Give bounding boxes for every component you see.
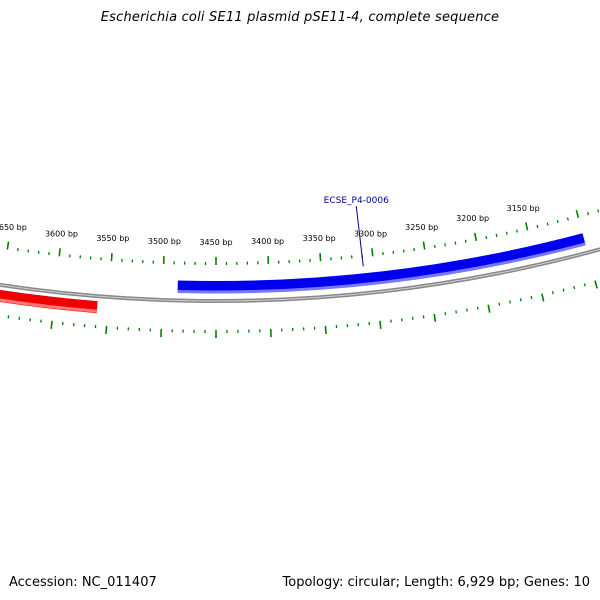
backbone-highlight [0,248,600,302]
major-tick [525,222,529,231]
minor-tick [516,229,518,233]
minor-tick [551,291,554,295]
minor-tick [583,283,586,287]
forward-gene-shade [177,242,586,294]
minor-tick [454,241,457,245]
tick-label: 3150 bp [507,204,540,213]
gene-label: ECSE_P4-0006 [324,196,389,206]
major-tick [541,293,545,302]
tick-label: 3500 bp [148,237,181,246]
tick-label: 3300 bp [354,229,387,238]
tick-label: 3200 bp [456,214,489,223]
minor-tick [509,300,511,304]
tick-labels: 3150 bp 3200 bp 3250 bp 3300 bp 3350 bp 3400 … [0,204,540,247]
minor-tick [566,217,569,221]
minor-tick [573,285,576,290]
major-tick [324,325,327,334]
map-title: Escherichia coli SE11 plasmid pSE11-4, c… [100,10,500,25]
major-tick [433,313,437,322]
minor-tick [597,209,600,213]
minor-tick [536,224,539,229]
major-tick [594,280,598,289]
tick-label: 3250 bp [405,223,438,232]
tick-label: 3550 bp [96,234,129,243]
summary-text: Topology: circular; Length: 6,929 bp; Ge… [282,575,590,590]
minor-tick [466,308,468,312]
minor-tick [519,298,522,302]
major-tick [379,320,382,329]
reverse-gene-arc [0,289,98,314]
tick-label: 3650 bp [0,223,27,232]
minor-tick [587,212,590,216]
major-tick [105,325,108,334]
major-tick [50,320,53,329]
minor-tick [485,235,488,240]
genes [0,233,586,314]
major-tick [371,248,374,257]
gene-labels: ECSE_P4-0006 [324,196,389,267]
minor-tick [546,222,549,226]
minor-tick [530,295,533,300]
minor-tick [556,219,559,224]
backbone [0,247,600,303]
tick-marks [6,209,600,338]
major-tick [58,248,61,257]
forward-gene-arc [177,233,586,293]
minor-tick [464,239,467,243]
minor-tick [495,233,498,237]
minor-tick [505,231,508,235]
reverse-gene-shade [0,298,97,313]
major-tick [110,253,113,262]
tick-label: 3400 bp [251,237,284,246]
accession-text: Accession: NC_011407 [9,575,157,590]
tick-label: 3350 bp [303,234,336,243]
major-tick [422,241,426,250]
minor-tick [562,288,565,292]
minor-tick [498,302,501,306]
major-tick [575,209,580,219]
major-tick [487,304,491,313]
tick-label: 3600 bp [45,229,78,238]
minor-tick [476,306,479,310]
tick-label: 3450 bp [199,238,232,247]
major-tick [6,241,10,250]
gene-label-leader [355,205,364,267]
major-tick [319,253,322,262]
major-tick [474,232,478,241]
